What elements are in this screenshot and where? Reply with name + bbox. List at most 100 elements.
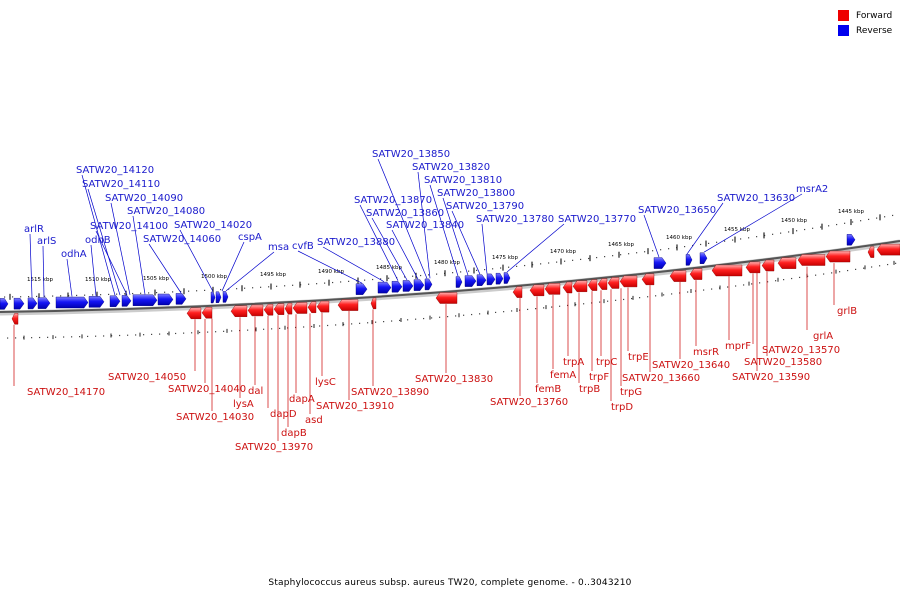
lower-dot: [215, 331, 217, 333]
lower-dot: [175, 332, 177, 335]
lower-dot: [663, 294, 665, 296]
lower-dot: [71, 336, 73, 338]
scale-dot: [892, 214, 894, 217]
scale-dot: [516, 265, 518, 267]
scale-ticks: 1515 kbp 1510 kbp 1505 kbp 1500 kbp 1495 kbp…: [4, 209, 897, 340]
scale-dot: [428, 274, 430, 276]
scale-dot: [180, 290, 182, 293]
lower-dot: [839, 271, 841, 273]
scale-dot: [236, 288, 238, 290]
lower-dot: [727, 286, 729, 288]
forward-gene-arrow: [512, 286, 523, 298]
forward-gene-label: SATW20_13830: [415, 374, 493, 385]
lower-dot: [287, 327, 289, 329]
lower-dot: [343, 323, 345, 326]
scale-dot: [852, 221, 854, 223]
top-label-connector: [481, 223, 488, 274]
reverse-gene-arrow: [88, 296, 105, 308]
scale-label: 1490 kbp: [318, 269, 344, 275]
forward-gene-label: grlA: [813, 331, 833, 342]
scale-dot: [692, 244, 694, 247]
reverse-gene-label: SATW20_13810: [424, 175, 502, 186]
lower-dot: [351, 323, 353, 325]
top-label-connector: [703, 193, 803, 253]
scale-label: 1460 kbp: [666, 235, 692, 241]
lower-dot: [855, 268, 857, 270]
scale-dot: [508, 266, 510, 268]
scale-dot: [636, 252, 638, 254]
scale-dot: [844, 222, 846, 224]
lower-dot: [375, 321, 377, 323]
scale-dot: [556, 261, 558, 263]
lower-dot: [671, 293, 673, 295]
top-label-connector: [110, 202, 131, 295]
scale-dot: [284, 285, 286, 287]
lower-dot: [239, 329, 241, 332]
scale-dot: [204, 289, 206, 291]
forward-gene-label: SATW20_13760: [490, 397, 568, 408]
scale-dot: [412, 275, 414, 277]
lower-dot: [159, 333, 161, 335]
forward-gene-arrow: [273, 303, 285, 315]
scale-dot: [60, 295, 62, 297]
lower-dot: [511, 310, 513, 312]
scale-dot: [420, 274, 422, 277]
legend-item-reverse: Reverse: [838, 23, 892, 38]
lower-dot: [479, 313, 481, 315]
reverse-gene-arrow: [157, 293, 174, 306]
scale-dot: [756, 236, 758, 238]
scale-dot: [668, 248, 670, 250]
reverse-gene-arrow: [486, 273, 496, 286]
lower-dot: [607, 300, 609, 302]
lower-dot: [39, 336, 41, 339]
lower-dot: [503, 311, 505, 313]
forward-gene-label: msrR: [693, 347, 719, 358]
scale-dot: [804, 228, 806, 231]
forward-gene-arrow: [689, 268, 703, 280]
lower-dot: [135, 334, 137, 336]
lower-dot: [7, 337, 9, 339]
lower-dot: [783, 279, 785, 281]
top-label-connector: [42, 245, 45, 298]
forward-gene-label: SATW20_13910: [316, 401, 394, 412]
lower-dot: [471, 313, 473, 316]
top-label-connector: [179, 229, 214, 292]
reverse-gene-label: SATW20_14110: [82, 179, 160, 190]
reverse-gene-label: SATW20_14080: [127, 206, 205, 217]
scale-dot: [156, 292, 158, 294]
top-label-connector: [297, 250, 363, 284]
scale-dot: [868, 218, 870, 221]
scale-dot: [4, 296, 6, 298]
lower-dot: [751, 283, 753, 285]
scale-dot: [820, 226, 822, 228]
forward-gene-label: trpE: [628, 352, 649, 363]
forward-gene-label: SATW20_13970: [235, 442, 313, 453]
top-label-connector: [451, 210, 481, 275]
lower-dot: [47, 336, 49, 338]
forward-gene-label: dapA: [289, 394, 315, 405]
forward-gene-arrow: [587, 279, 598, 291]
reverse-gene-arrow: [55, 296, 89, 309]
lower-dot: [167, 333, 169, 335]
forward-gene-label: SATW20_14030: [176, 412, 254, 423]
scale-dot: [44, 295, 46, 297]
scale-dot: [612, 255, 614, 257]
scale-dot: [828, 225, 830, 227]
lower-dot: [639, 297, 641, 299]
lower-dot: [79, 336, 81, 338]
top-label-connector: [442, 197, 469, 276]
scale-dot: [52, 295, 54, 297]
scale-label: 1500 kbp: [201, 274, 227, 280]
scale-dot: [620, 254, 622, 256]
top-label-connector: [90, 244, 97, 296]
lower-dot: [191, 332, 193, 334]
scale-label: 1515 kbp: [27, 277, 53, 283]
forward-gene-label: asd: [305, 415, 323, 426]
reverse-gene-arrow: [455, 276, 463, 288]
top-label-connector: [643, 214, 660, 258]
scale-dot: [76, 294, 78, 297]
reverse-swatch: [838, 25, 849, 36]
scale-dot: [580, 258, 582, 261]
forward-gene-label: mprF: [725, 341, 751, 352]
lower-dot: [831, 272, 833, 274]
